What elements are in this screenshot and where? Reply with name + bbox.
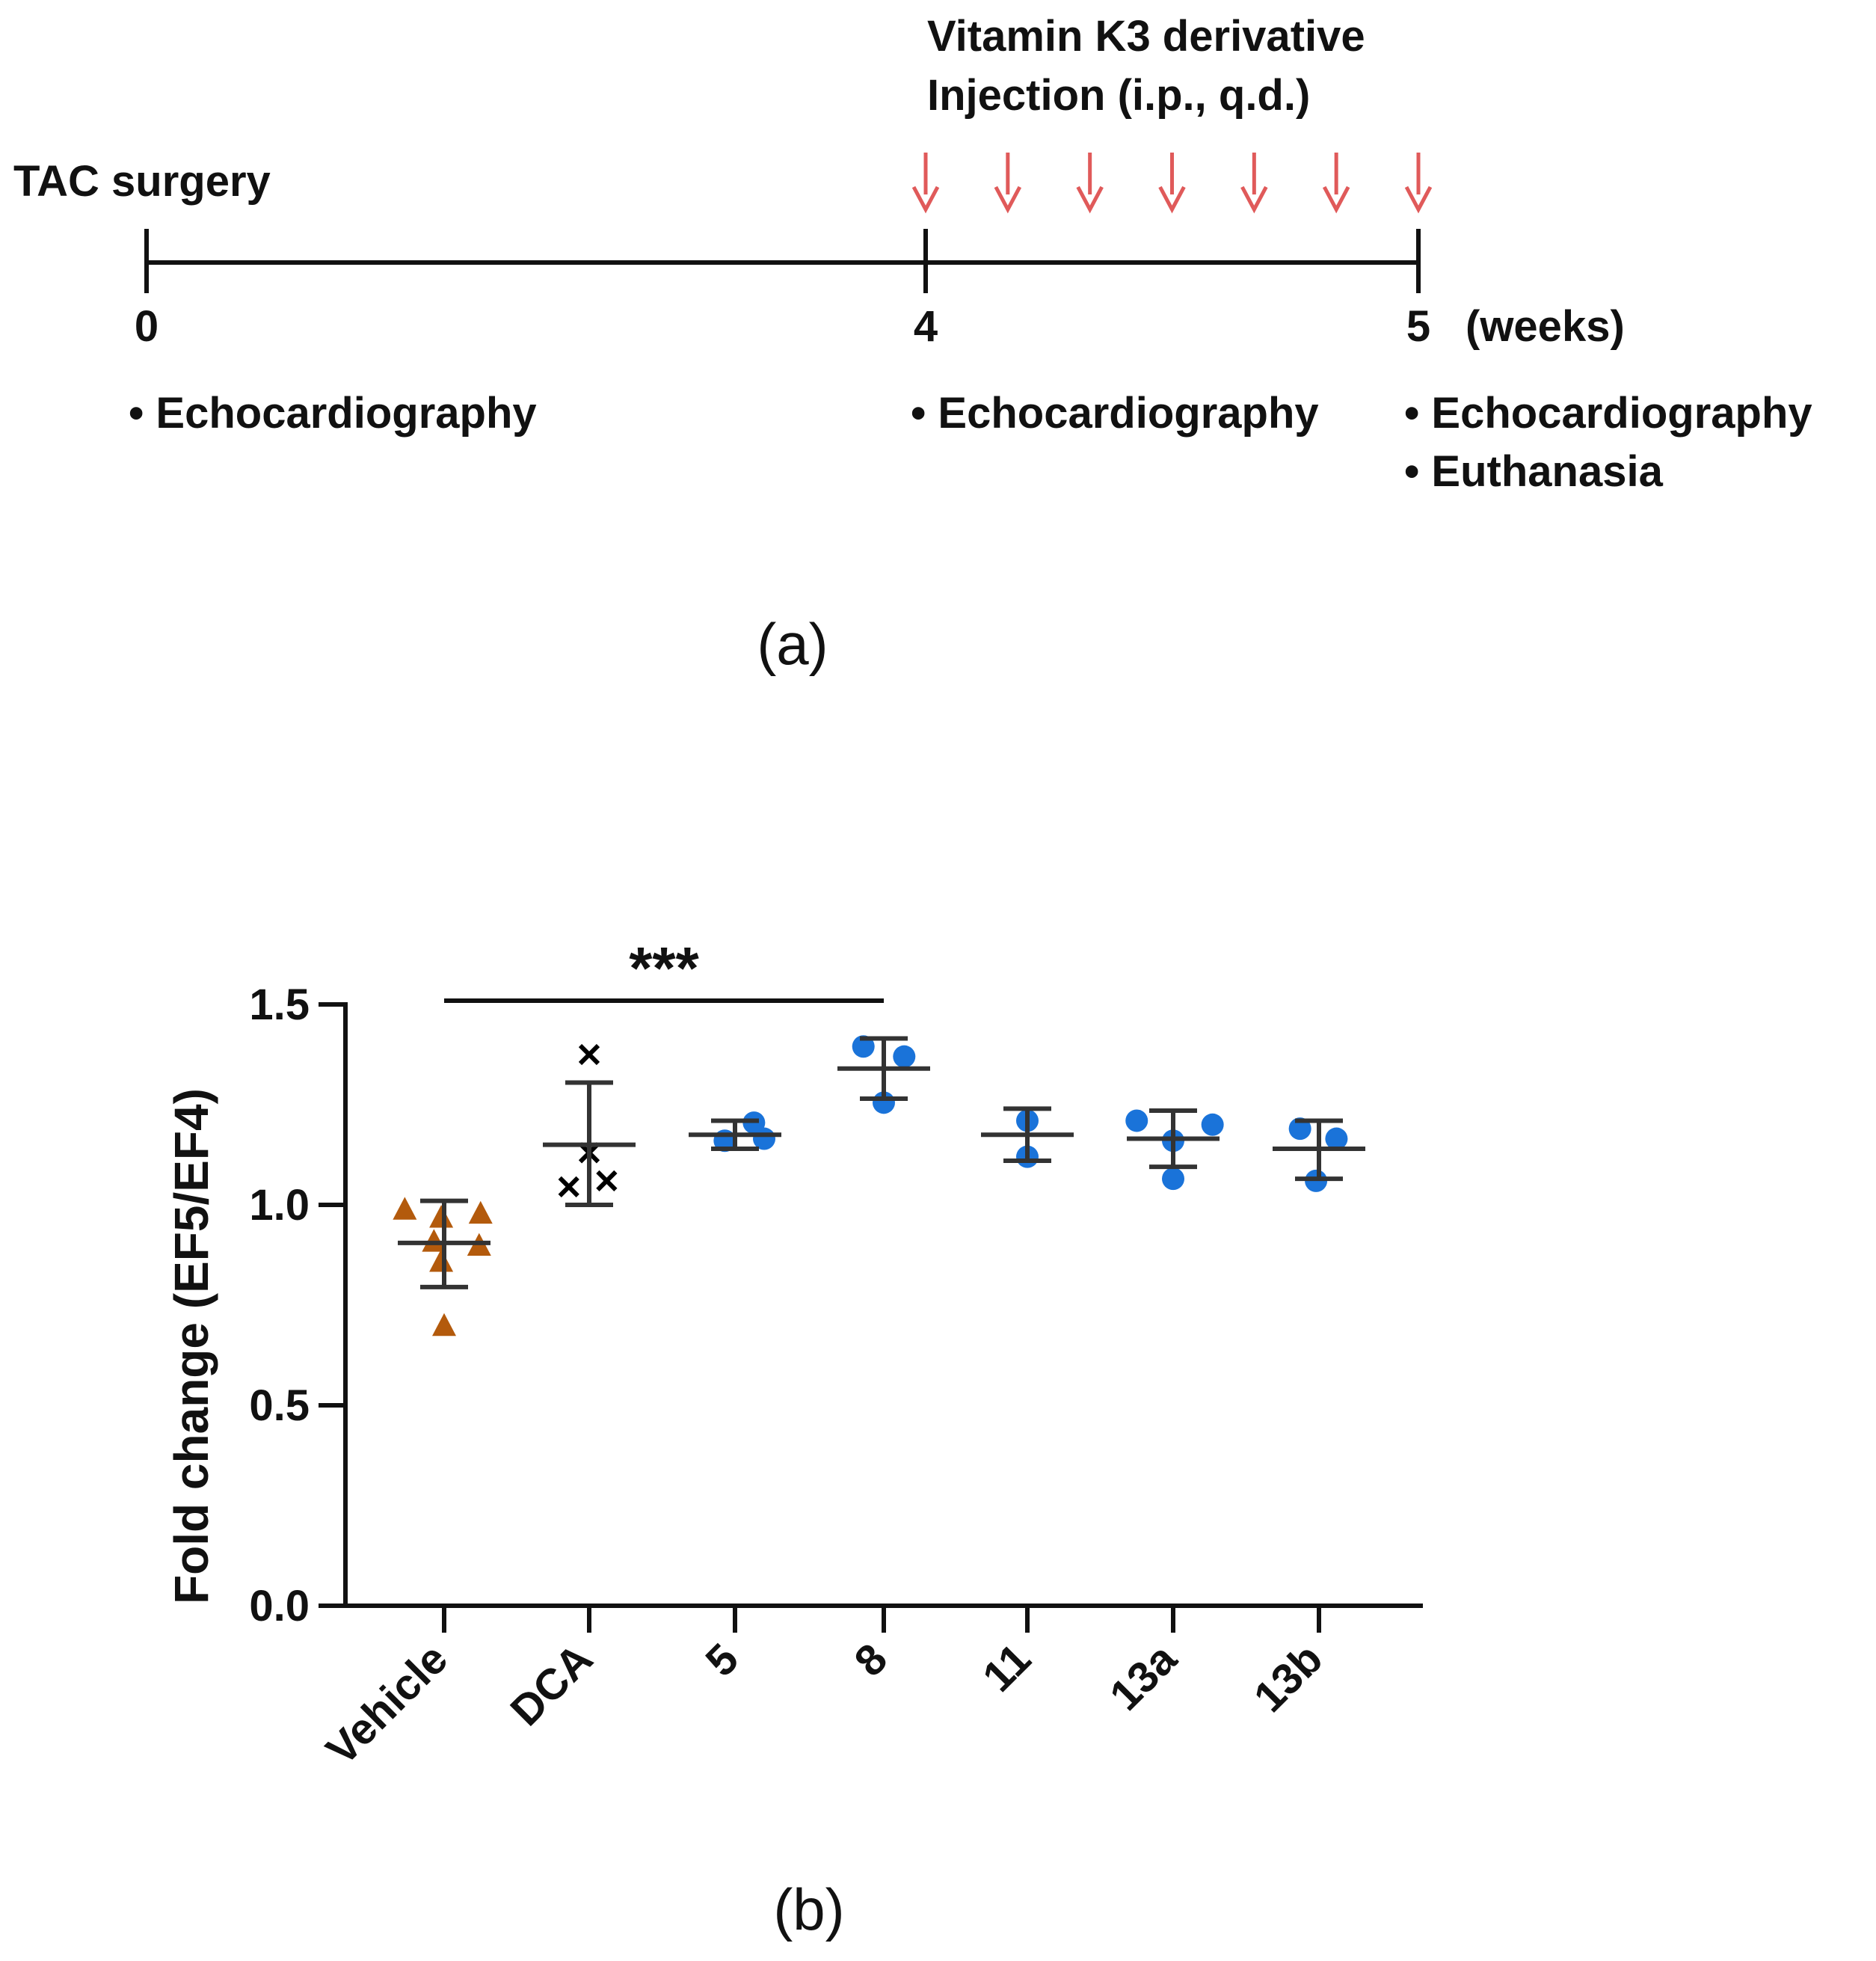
x-tick-label: Vehicle <box>317 1634 457 1774</box>
timepoint-label-5: 5 <box>1406 302 1430 351</box>
group-DCA <box>543 1043 636 1207</box>
panel-a-timeline: Vitamin K3 derivative Injection (i.p., q… <box>13 12 1812 677</box>
y-tick-label: 0.0 <box>249 1582 310 1630</box>
x-axis: Vehicle DCA 5 8 11 13a 13b <box>317 1604 1423 1775</box>
treatment-label-line1: Vitamin K3 derivative <box>927 12 1365 61</box>
data-point <box>1201 1113 1224 1136</box>
injection-arrow <box>911 153 940 214</box>
significance-label: *** <box>629 935 699 1001</box>
data-point <box>596 1170 618 1191</box>
injection-arrow <box>1076 153 1104 214</box>
group-8 <box>837 1035 930 1114</box>
y-axis: 0.0 0.5 1.0 1.5 <box>249 980 348 1630</box>
data-point <box>429 1249 454 1272</box>
event-week5-euthanasia: • Euthanasia <box>1404 447 1664 496</box>
group-Vehicle <box>393 1197 493 1337</box>
timepoint-label-0: 0 <box>135 302 159 351</box>
data-point <box>468 1200 493 1224</box>
timepoint-label-4: 4 <box>914 302 938 351</box>
significance-bar: *** <box>444 935 884 1003</box>
injection-arrow-head <box>911 185 940 214</box>
injection-arrow <box>1322 153 1350 214</box>
data-point <box>578 1043 600 1066</box>
event-week4-echocardiography: • Echocardiography <box>911 389 1319 438</box>
group-5 <box>689 1111 781 1153</box>
injection-arrow-head <box>1158 185 1186 214</box>
y-tick-label: 1.5 <box>249 980 310 1029</box>
injection-arrow-head <box>1240 185 1268 214</box>
y-tick-label: 1.0 <box>249 1181 310 1230</box>
data-point <box>422 1229 446 1252</box>
data-point <box>1125 1109 1148 1132</box>
group-13b <box>1273 1117 1365 1192</box>
data-point <box>432 1313 456 1337</box>
data-point <box>1288 1117 1311 1141</box>
injection-arrows <box>911 153 1433 214</box>
panel-b-caption: (b) <box>773 1876 844 1942</box>
group-13a <box>1125 1108 1224 1191</box>
x-tick-label: 13a <box>1101 1634 1187 1720</box>
injection-arrow <box>994 153 1022 214</box>
injection-arrow <box>1404 153 1433 214</box>
data-point <box>393 1197 417 1220</box>
data-point <box>1325 1127 1348 1150</box>
timeline-unit-label: (weeks) <box>1466 302 1625 351</box>
panel-a-caption: (a) <box>757 611 828 677</box>
data-point <box>429 1205 454 1228</box>
x-tick-label: DCA <box>501 1634 602 1735</box>
surgery-label: TAC surgery <box>13 157 271 206</box>
injection-arrow-head <box>994 185 1022 214</box>
data-point <box>558 1176 579 1198</box>
event-week5-echocardiography: • Echocardiography <box>1404 389 1812 438</box>
injection-arrow-head <box>1322 185 1350 214</box>
injection-arrow-head <box>1404 185 1433 214</box>
x-tick-label: 8 <box>845 1634 897 1686</box>
x-tick-label: 13b <box>1245 1634 1332 1722</box>
group-11 <box>981 1106 1074 1168</box>
x-tick-label: 11 <box>974 1634 1040 1701</box>
panel-b-chart: 0.0 0.5 1.0 1.5 Vehicle DCA 5 8 11 13a 13b *** Fo… <box>164 935 1423 1942</box>
chart-groups <box>393 1035 1365 1337</box>
injection-arrow <box>1158 153 1186 214</box>
y-tick-label: 0.5 <box>249 1381 310 1430</box>
data-point <box>1162 1167 1184 1191</box>
data-point <box>893 1045 916 1068</box>
data-point <box>852 1035 875 1058</box>
injection-arrow-head <box>1076 185 1104 214</box>
treatment-label-line2: Injection (i.p., q.d.) <box>927 71 1310 120</box>
y-axis-label: Fold change (EF5/EF4) <box>164 1088 218 1604</box>
event-week0-echocardiography: • Echocardiography <box>129 389 537 438</box>
x-tick-label: 5 <box>696 1634 748 1686</box>
injection-arrow <box>1240 153 1268 214</box>
